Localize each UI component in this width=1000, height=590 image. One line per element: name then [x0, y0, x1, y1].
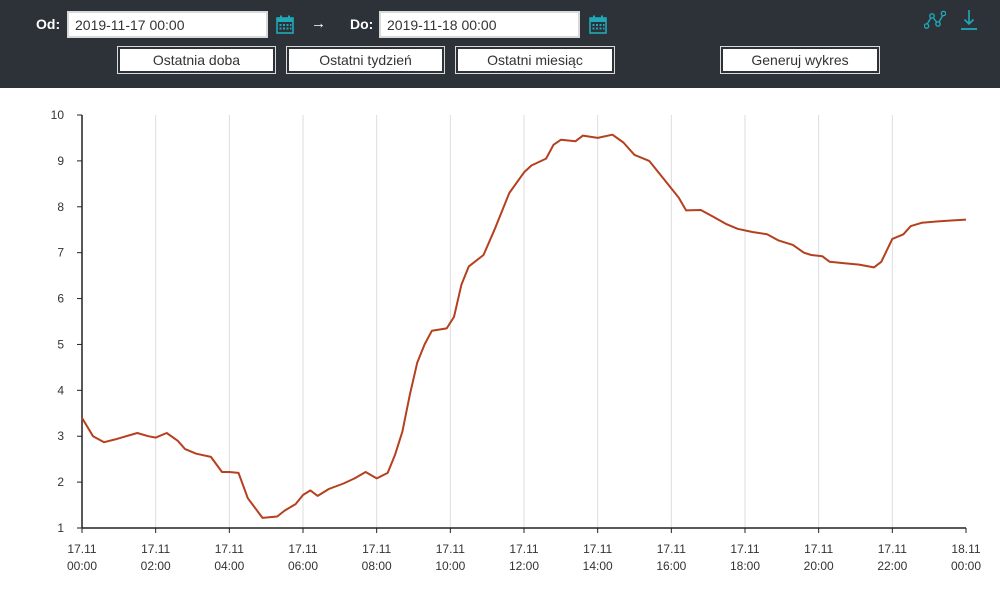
x-axis-ticks: 17.11 00:00 17.11 02:00 17.11 04:00 17.11 06:00… — [67, 528, 981, 573]
x-tick-time: 04:00 — [214, 559, 244, 573]
x-tick-time: 18:00 — [730, 559, 760, 573]
download-icon[interactable] — [960, 9, 978, 31]
from-date-input[interactable] — [67, 11, 268, 38]
x-tick-time: 14:00 — [583, 559, 613, 573]
x-tick-date: 17.11 — [730, 542, 759, 556]
line-chart-icon[interactable] — [924, 10, 946, 30]
x-tick-time: 20:00 — [804, 559, 834, 573]
to-label: Do: — [350, 16, 374, 32]
y-tick-label: 2 — [57, 475, 64, 489]
x-tick-date: 17.11 — [436, 542, 465, 556]
y-tick-label: 6 — [57, 292, 64, 306]
x-tick-date: 17.11 — [141, 542, 170, 556]
last-month-button[interactable]: Ostatni miesiąc — [455, 46, 615, 74]
x-tick-time: 02:00 — [141, 559, 171, 573]
last-day-button[interactable]: Ostatnia doba — [117, 46, 276, 74]
x-tick-time: 06:00 — [288, 559, 318, 573]
x-tick-time: 12:00 — [509, 559, 539, 573]
generate-chart-button[interactable]: Generuj wykres — [720, 46, 880, 74]
y-tick-label: 9 — [57, 154, 64, 168]
x-tick-time: 16:00 — [656, 559, 686, 573]
y-tick-label: 5 — [57, 337, 64, 351]
x-tick-date: 17.11 — [215, 542, 244, 556]
x-tick-date: 17.11 — [878, 542, 907, 556]
y-tick-label: 8 — [57, 200, 64, 214]
range-arrow: → — [311, 15, 326, 32]
x-tick-date: 17.11 — [804, 542, 833, 556]
y-tick-label: 1 — [57, 521, 64, 535]
x-tick-date: 17.11 — [583, 542, 612, 556]
x-tick-time: 10:00 — [435, 559, 465, 573]
y-tick-label: 10 — [51, 108, 65, 122]
y-tick-label: 7 — [57, 246, 64, 260]
x-tick-date: 17.11 — [67, 542, 96, 556]
x-tick-time: 00:00 — [67, 559, 97, 573]
x-tick-time: 22:00 — [877, 559, 907, 573]
toolbar: Od: → Do: Ostatnia doba Ostatni tydzień … — [0, 0, 1000, 88]
y-axis-ticks: 1 2 3 4 5 6 7 8 9 10 — [51, 108, 82, 535]
x-tick-date: 17.11 — [362, 542, 391, 556]
calendar-icon[interactable] — [276, 15, 294, 34]
last-week-button[interactable]: Ostatni tydzień — [286, 46, 445, 74]
calendar-icon[interactable] — [589, 15, 607, 34]
chart-grid — [155, 115, 893, 528]
from-label: Od: — [36, 16, 61, 32]
y-tick-label: 3 — [57, 429, 64, 443]
y-tick-label: 4 — [57, 383, 64, 397]
x-tick-date: 17.11 — [509, 542, 538, 556]
x-tick-time: 00:00 — [951, 559, 981, 573]
x-tick-date: 17.11 — [657, 542, 686, 556]
x-tick-date: 18.11 — [951, 542, 980, 556]
x-tick-time: 08:00 — [362, 559, 392, 573]
line-chart: 1 2 3 4 5 6 7 8 9 10 17.11 00:00 17.11 02:00 17.11 04:… — [51, 108, 982, 573]
x-tick-date: 17.11 — [288, 542, 317, 556]
to-date-input[interactable] — [379, 11, 580, 38]
series-line — [81, 133, 967, 519]
